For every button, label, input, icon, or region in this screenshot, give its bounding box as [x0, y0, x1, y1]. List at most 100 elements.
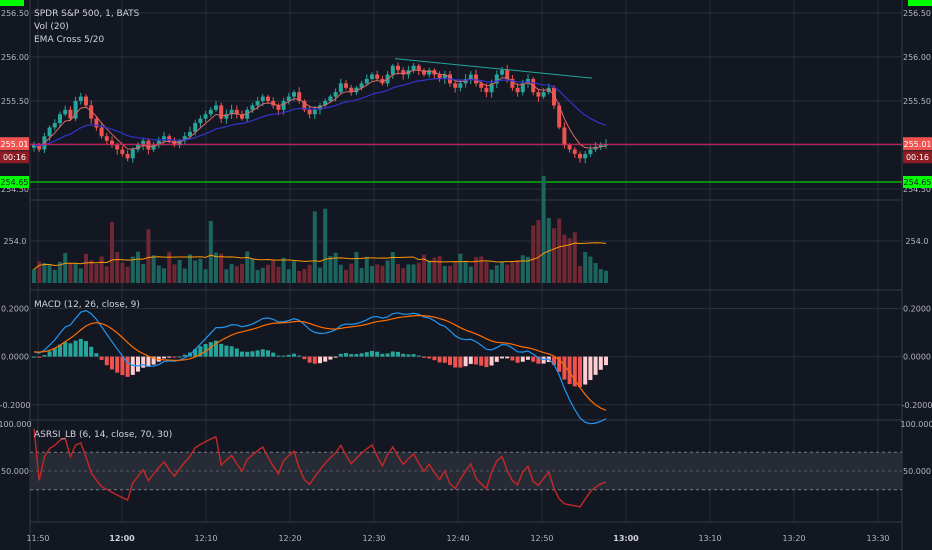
volume-bar	[234, 266, 239, 283]
macd-histogram-bar	[328, 356, 333, 360]
macd-histogram-bar	[245, 351, 250, 357]
volume-bar	[224, 269, 229, 283]
rsi-tick-left: 100.000	[0, 420, 32, 429]
macd-histogram-bar	[89, 346, 94, 357]
macd-histogram-bar	[401, 353, 406, 357]
volume-bar	[182, 268, 187, 283]
volume-bar	[151, 255, 156, 283]
macd-histogram-bar	[323, 356, 328, 362]
macd-histogram-bar	[42, 355, 47, 357]
macd-histogram-bar	[63, 341, 68, 357]
candle-body	[359, 83, 364, 88]
time-tick: 12:30	[362, 534, 385, 543]
macd-histogram-bar	[302, 356, 307, 360]
macd-tick-left: 0.0000	[1, 353, 29, 362]
volume-bar	[240, 263, 244, 283]
candle-body	[588, 149, 593, 154]
candle-body	[151, 145, 156, 150]
candle-body	[401, 70, 406, 75]
time-tick: 12:50	[530, 534, 553, 543]
macd-histogram-bar	[286, 354, 291, 357]
candle-body	[318, 105, 322, 110]
candle-body	[515, 87, 520, 93]
candle-body	[63, 109, 68, 115]
volume-bar	[541, 175, 546, 283]
candle-body	[245, 109, 250, 119]
macd-histogram-bar	[437, 356, 442, 363]
candle-body	[234, 109, 239, 115]
macd-histogram-bar	[94, 353, 99, 357]
price-tick-right: 254.50	[903, 185, 931, 194]
volume-bar	[468, 266, 473, 283]
candle-body	[73, 101, 78, 119]
volume-bar	[307, 264, 312, 283]
macd-histogram-bar	[557, 356, 562, 372]
volume-ma-line	[33, 242, 607, 270]
candle-body	[536, 92, 541, 97]
candle-body	[484, 87, 489, 93]
volume-bar	[115, 252, 120, 283]
volume-bar	[245, 251, 250, 283]
candle-body	[115, 145, 120, 150]
candle-body	[489, 83, 494, 93]
candle-body	[562, 127, 567, 146]
chart-title: SPDR S&P 500, 1, BATS	[34, 9, 140, 19]
volume-bar	[598, 269, 603, 283]
macd-histogram-bar	[453, 356, 458, 368]
candle-body	[297, 92, 302, 101]
volume-bar	[42, 262, 47, 283]
macd-histogram-bar	[208, 342, 213, 357]
volume-bar	[47, 264, 52, 283]
price-tick-left: 255.50	[1, 97, 29, 106]
volume-bar	[474, 257, 478, 283]
countdown-text-right: 00:16	[906, 153, 929, 162]
candle-body	[177, 140, 182, 146]
macd-histogram-bar	[578, 356, 582, 388]
macd-histogram-bar	[125, 356, 130, 377]
candle-body	[203, 114, 208, 119]
volume-bar	[260, 267, 265, 283]
macd-histogram-bar	[344, 353, 348, 357]
macd-histogram-bar	[136, 356, 140, 372]
volume-bar	[484, 261, 489, 283]
macd-histogram-bar	[104, 356, 109, 366]
macd-signal-line	[33, 314, 607, 411]
volume-bar	[146, 229, 151, 283]
level-label-text-right: 254.65	[904, 178, 932, 187]
volume-bar	[89, 260, 94, 283]
macd-histogram-bar	[390, 351, 395, 357]
macd-histogram-bar	[515, 356, 520, 363]
macd-histogram-bar	[271, 352, 276, 357]
macd-histogram-bar	[240, 351, 244, 357]
volume-bar	[531, 225, 536, 283]
candle-body	[442, 74, 447, 79]
volume-bar	[385, 260, 390, 283]
macd-histogram-bar	[141, 356, 146, 368]
macd-histogram-bar	[281, 355, 286, 357]
price-tick-left: 256.50	[1, 9, 29, 18]
candle-body	[110, 140, 114, 146]
candle-body	[541, 92, 546, 97]
volume-bar	[375, 264, 380, 283]
volume-bar	[552, 228, 556, 283]
volume-bar	[442, 265, 447, 283]
macd-histogram-bar	[177, 356, 182, 358]
volume-bar	[250, 258, 255, 283]
candle-body	[271, 101, 276, 106]
macd-histogram-bar	[84, 341, 88, 357]
macd-histogram-bar	[432, 356, 437, 361]
volume-bar	[193, 260, 198, 283]
price-label-text-right: 255.01	[904, 140, 932, 149]
time-tick: 12:20	[278, 534, 301, 543]
candle-body	[224, 114, 229, 119]
volume-bar	[266, 264, 270, 283]
macd-histogram-bar	[78, 338, 83, 357]
volume-bar	[432, 257, 437, 283]
volume-bar	[437, 256, 442, 283]
macd-histogram-bar	[380, 353, 385, 357]
volume-bar	[380, 265, 385, 283]
candle-body	[364, 78, 369, 84]
macd-histogram-bar	[318, 356, 322, 364]
macd-histogram-bar	[463, 356, 468, 367]
